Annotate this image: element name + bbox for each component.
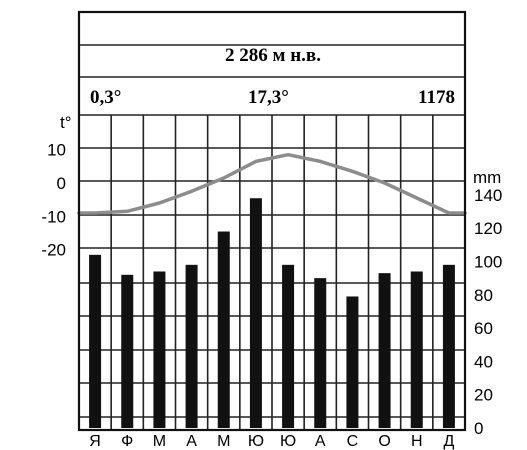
precip-bar: [410, 271, 423, 428]
month-label: Ю: [280, 433, 296, 450]
right-tick-label: 60: [474, 319, 493, 338]
precip-bar: [185, 264, 198, 428]
left-tick-label: 10: [47, 141, 66, 160]
left-axis-label: t°: [60, 113, 72, 132]
month-label: Я: [89, 433, 101, 450]
right-axis-ticks: 140 120 100 80 60 40 20 0: [474, 186, 502, 438]
month-label: М: [217, 433, 230, 450]
precip-bar: [282, 264, 295, 428]
precipitation-bars: [89, 198, 455, 428]
month-label: А: [186, 433, 197, 450]
precip-bar: [249, 198, 262, 428]
month-label: О: [378, 433, 390, 450]
right-axis-label: mm: [473, 168, 501, 187]
temp-max-label: 17,3°: [248, 87, 289, 108]
right-tick-label: 100: [474, 253, 502, 272]
left-tick-label: -20: [41, 241, 66, 260]
month-label: А: [315, 433, 326, 450]
right-tick-label: 120: [474, 219, 502, 238]
left-axis-ticks: 10 0 -10 -20: [41, 141, 66, 260]
month-label: Ю: [248, 433, 264, 450]
precip-total-label: 1178: [418, 87, 455, 108]
precip-bar: [89, 254, 102, 428]
temperature-line: [77, 152, 467, 215]
left-tick-label: 0: [57, 174, 66, 193]
precip-bar: [442, 264, 455, 428]
right-tick-label: 0: [474, 419, 483, 438]
month-label: Д: [443, 433, 454, 450]
precip-bar: [378, 273, 391, 428]
right-tick-label: 20: [474, 386, 493, 405]
right-tick-label: 80: [474, 286, 493, 305]
precip-bar: [217, 231, 230, 428]
month-label: М: [153, 433, 166, 450]
elevation-label: 2 286 м н.в.: [225, 45, 321, 66]
left-tick-label: -10: [41, 207, 66, 226]
precip-bar: [121, 274, 134, 428]
precip-bar: [153, 271, 166, 428]
chart-frame: [77, 10, 467, 432]
precip-bar: [314, 278, 327, 428]
month-label: С: [347, 433, 359, 450]
precip-bar: [346, 296, 359, 428]
right-tick-label: 40: [474, 352, 493, 371]
temp-min-label: 0,3°: [90, 87, 121, 108]
right-tick-label: 140: [474, 186, 502, 205]
month-label: Н: [411, 433, 423, 450]
frame-border: [77, 10, 467, 432]
month-label: Ф: [121, 433, 133, 450]
